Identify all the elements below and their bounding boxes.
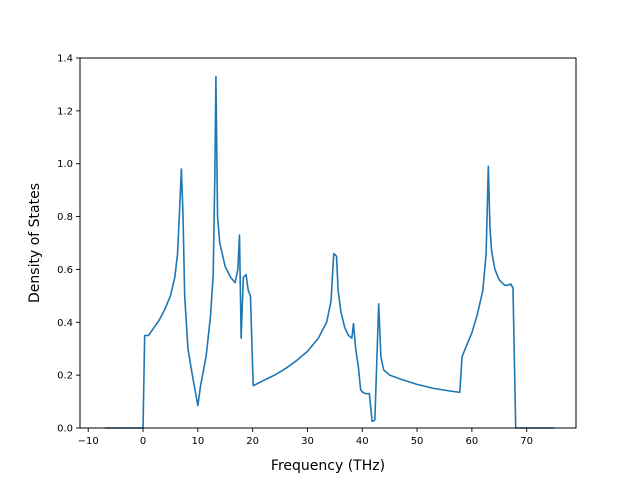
y-tick-label: 0.2 — [57, 371, 73, 382]
x-tick-label: 60 — [466, 436, 479, 447]
y-tick-label: 1.2 — [57, 106, 73, 117]
x-tick-label: 40 — [356, 436, 369, 447]
y-tick-label: 0.6 — [57, 265, 73, 276]
y-tick-label: 0.8 — [57, 212, 73, 223]
x-tick-label: 50 — [411, 436, 424, 447]
x-tick-label: 70 — [520, 436, 533, 447]
y-tick-label: 1.0 — [57, 159, 73, 170]
x-tick-label: 20 — [246, 436, 259, 447]
x-tick-label: 0 — [140, 436, 146, 447]
y-axis-title: Density of States — [27, 183, 43, 303]
y-tick-label: 0.0 — [57, 424, 73, 435]
x-tick-label: −10 — [78, 436, 99, 447]
y-tick-label: 0.4 — [57, 318, 73, 329]
x-tick-label: 30 — [301, 436, 314, 447]
x-axis: −10 0 10 20 30 40 50 60 70 — [78, 428, 533, 447]
x-tick-label: 10 — [191, 436, 204, 447]
x-axis-title: Frequency (THz) — [271, 458, 385, 474]
plot-area-frame — [79, 57, 577, 429]
y-tick-label: 1.4 — [57, 54, 73, 65]
dos-series-line — [104, 75, 555, 429]
y-axis: 0.0 0.2 0.4 0.6 0.8 1.0 1.2 1.4 — [57, 54, 80, 435]
